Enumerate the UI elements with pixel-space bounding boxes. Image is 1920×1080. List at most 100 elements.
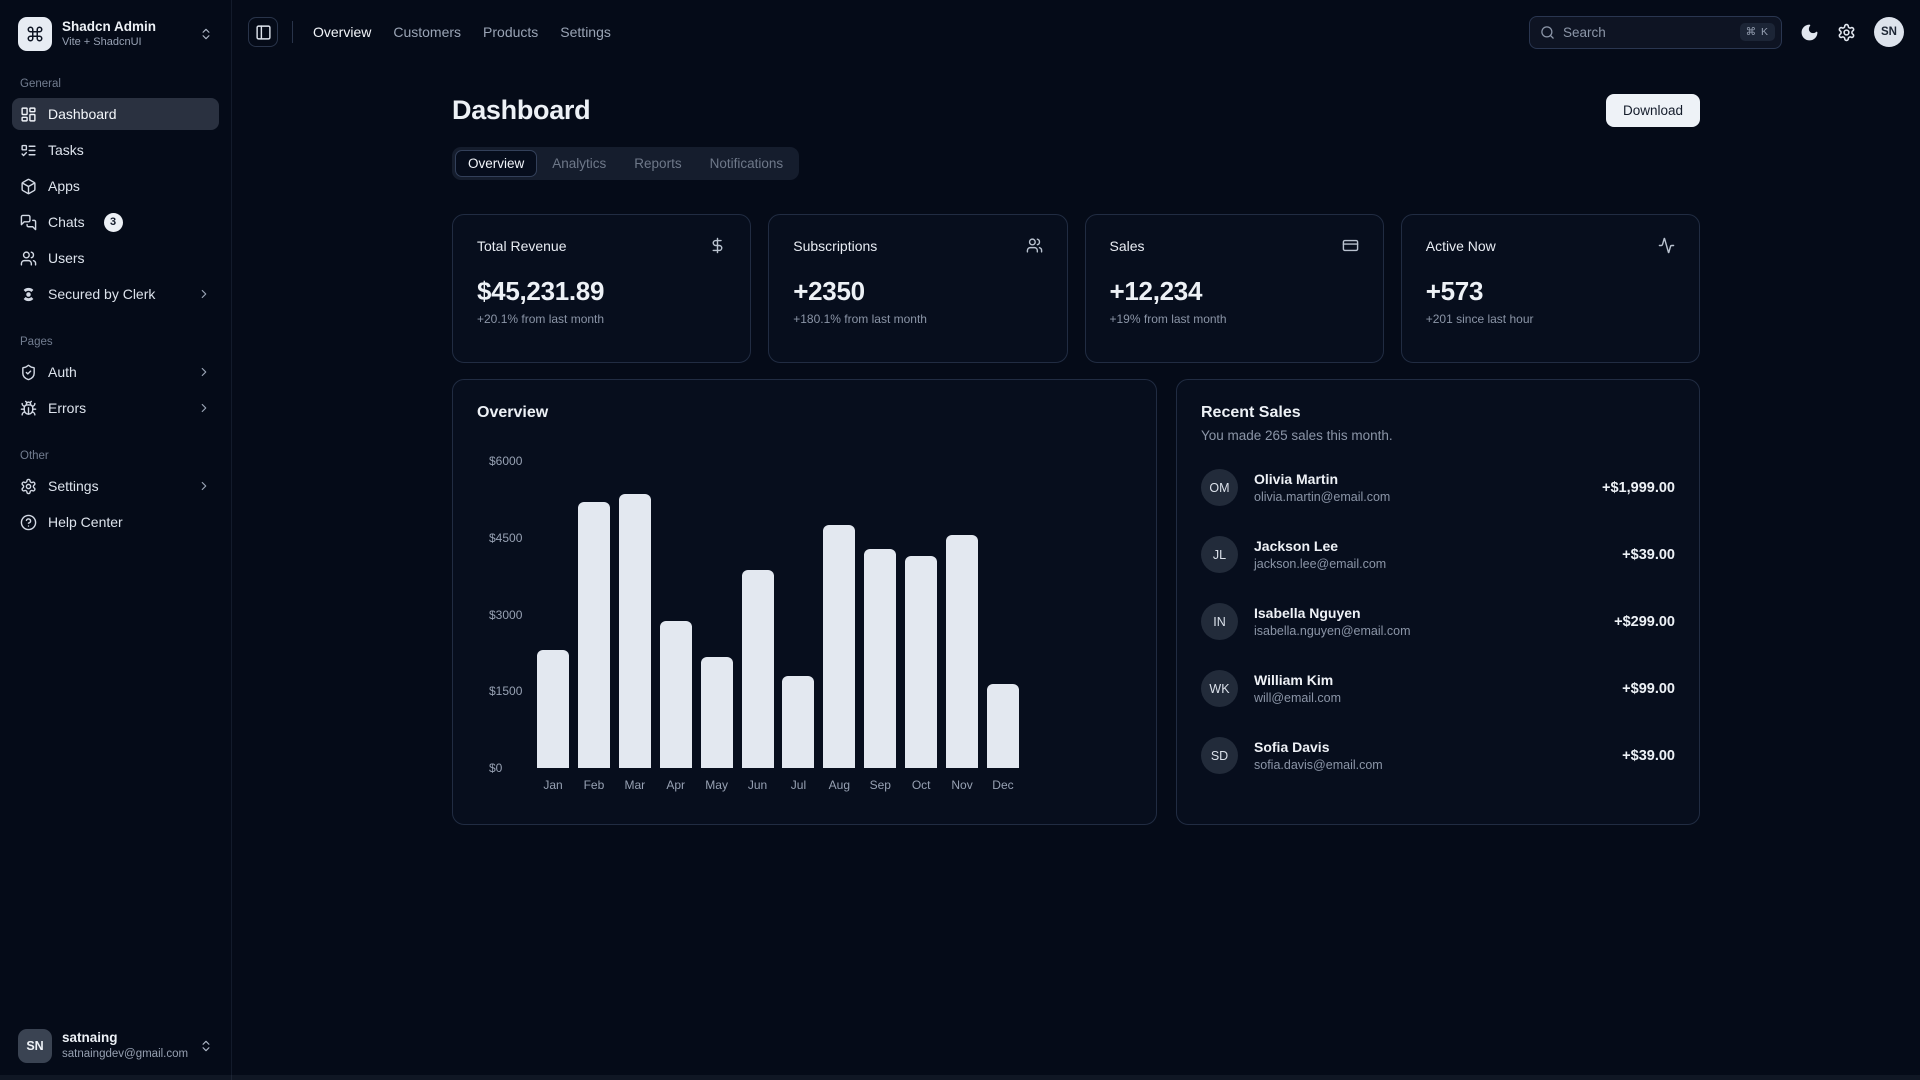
x-tick-label: Dec xyxy=(992,778,1014,792)
sidebar-item-secured-by-clerk[interactable]: Secured by Clerk xyxy=(12,278,219,310)
sidebar-item-dashboard[interactable]: Dashboard xyxy=(12,98,219,130)
main-area: Overview Customers Products Settings Search… xyxy=(232,0,1920,1080)
stat-card-value: $45,231.89 xyxy=(477,276,605,306)
messages-square-icon xyxy=(20,214,37,231)
team-switcher[interactable]: Shadcn Admin Vite + ShadcnUI xyxy=(12,12,219,56)
sidebar-item-tasks[interactable]: Tasks xyxy=(12,134,219,166)
sales-list: OM Olivia Martin olivia.martin@email.com +$… xyxy=(1201,469,1675,774)
x-tick-label: Oct xyxy=(911,778,931,792)
x-tick-label: Sep xyxy=(869,778,891,792)
bar-sep xyxy=(864,549,897,768)
topbar-right: Search ⌘ K SN xyxy=(1529,15,1904,49)
search-placeholder: Search xyxy=(1563,24,1606,40)
dollar-sign-icon xyxy=(709,237,726,254)
sidebar-toggle-button[interactable] xyxy=(248,17,278,47)
sidebar-user-menu[interactable]: SN satnaing satnaingdev@gmail.com xyxy=(12,1024,219,1068)
nav-products[interactable]: Products xyxy=(483,24,539,40)
moon-icon xyxy=(1800,23,1819,42)
recent-sales-subtitle: You made 265 sales this month. xyxy=(1201,428,1393,443)
y-tick-label: $3000 xyxy=(489,607,523,622)
x-tick-label: Aug xyxy=(828,778,851,792)
sale-name: Isabella Nguyen xyxy=(1254,605,1361,621)
bar-oct xyxy=(905,556,938,768)
credit-card-icon xyxy=(1342,237,1359,254)
user-meta: satnaing satnaingdev@gmail.com xyxy=(62,1030,188,1061)
sale-meta: Sofia Davis sofia.davis@email.com xyxy=(1254,739,1383,772)
sidebar-item-errors[interactable]: Errors xyxy=(12,392,219,424)
layout-dashboard-icon xyxy=(20,106,37,123)
stat-card-note: +180.1% from last month xyxy=(793,312,927,326)
sale-amount: +$1,999.00 xyxy=(1602,479,1675,496)
sidebar-item-help-center[interactable]: Help Center xyxy=(12,506,219,538)
sale-email: will@email.com xyxy=(1254,691,1342,705)
settings-button[interactable] xyxy=(1837,23,1856,42)
stat-card-head: Total Revenue xyxy=(477,237,726,254)
shield-check-icon xyxy=(20,364,37,381)
clerk-icon xyxy=(20,286,37,303)
theme-toggle-button[interactable] xyxy=(1800,23,1819,42)
bar-dec xyxy=(986,684,1019,768)
chevron-right-icon xyxy=(197,287,211,301)
sale-row-olivia-martin: OM Olivia Martin olivia.martin@email.com +$… xyxy=(1201,469,1675,506)
sale-meta: Olivia Martin olivia.martin@email.com xyxy=(1254,471,1390,504)
tab-reports[interactable]: Reports xyxy=(634,156,682,171)
profile-avatar[interactable]: SN xyxy=(1874,17,1904,47)
sale-amount: +$99.00 xyxy=(1622,680,1675,697)
panels-row: Overview $6000 $4500 $3000 $1500 $0 Jan Feb Ma… xyxy=(452,379,1700,825)
stat-card-title: Subscriptions xyxy=(793,237,878,254)
stat-card-note: +19% from last month xyxy=(1109,312,1227,326)
stat-card-head: Active Now xyxy=(1426,237,1675,254)
nav-overview[interactable]: Overview xyxy=(313,24,372,40)
bar-jun xyxy=(741,570,774,768)
stat-card-head: Subscriptions xyxy=(793,237,1042,254)
sale-name: Jackson Lee xyxy=(1254,538,1339,554)
chevrons-up-down-icon xyxy=(199,1039,213,1053)
tabs-list: Overview Analytics Reports Notifications xyxy=(452,147,800,180)
sidebar-item-auth[interactable]: Auth xyxy=(12,356,219,388)
sidebar-item-chats[interactable]: Chats 3 xyxy=(12,206,219,238)
x-tick-label: Jul xyxy=(790,778,807,792)
sidebar-section-pages: Pages Auth Errors xyxy=(12,336,219,424)
x-tick-label: May xyxy=(705,778,728,792)
tab-analytics[interactable]: Analytics xyxy=(552,156,607,171)
search-input[interactable]: Search ⌘ K xyxy=(1529,15,1782,49)
x-tick-label: Jun xyxy=(747,778,768,792)
page-title: Dashboard xyxy=(452,95,591,125)
nav-settings[interactable]: Settings xyxy=(560,24,611,40)
stat-card-total-revenue: Total Revenue $45,231.89 +20.1% from last … xyxy=(452,214,752,363)
horizontal-scrollbar[interactable] xyxy=(0,1075,1920,1080)
chevron-right-icon xyxy=(197,479,211,493)
sidebar-item-settings[interactable]: Settings xyxy=(12,470,219,502)
sidebar-item-label: Help Center xyxy=(48,514,123,530)
chart-bars xyxy=(537,461,1019,768)
sidebar-item-label: Tasks xyxy=(48,142,84,158)
sidebar-item-apps[interactable]: Apps xyxy=(12,170,219,202)
app-logo xyxy=(18,17,52,51)
y-tick-label: $6000 xyxy=(489,454,523,468)
section-label: General xyxy=(20,78,61,90)
sidebar-item-users[interactable]: Users xyxy=(12,242,219,274)
stat-card-sales: Sales +12,234 +19% from last month xyxy=(1084,214,1384,363)
bar-nov xyxy=(946,535,979,768)
sale-avatar: SD xyxy=(1201,737,1238,774)
list-todo-icon xyxy=(20,142,37,159)
bar-apr xyxy=(659,621,692,768)
sidebar-item-label: Users xyxy=(48,250,85,266)
gear-icon xyxy=(1837,23,1856,42)
settings-icon xyxy=(20,478,37,495)
tab-overview[interactable]: Overview xyxy=(455,150,538,177)
stat-card-note: +20.1% from last month xyxy=(477,312,605,326)
bar-may xyxy=(700,657,733,768)
chart-title: Overview xyxy=(477,404,549,421)
x-tick-label: Apr xyxy=(666,778,686,792)
nav-customers[interactable]: Customers xyxy=(393,24,462,40)
sale-avatar: IN xyxy=(1201,603,1238,640)
stat-card-head: Sales xyxy=(1110,237,1359,254)
chats-badge: 3 xyxy=(103,212,123,232)
sale-meta: Isabella Nguyen isabella.nguyen@email.com xyxy=(1254,605,1411,638)
download-button[interactable]: Download xyxy=(1605,94,1700,127)
bar-mar xyxy=(618,494,651,768)
bar-jul xyxy=(782,676,815,768)
tab-notifications[interactable]: Notifications xyxy=(709,156,784,171)
